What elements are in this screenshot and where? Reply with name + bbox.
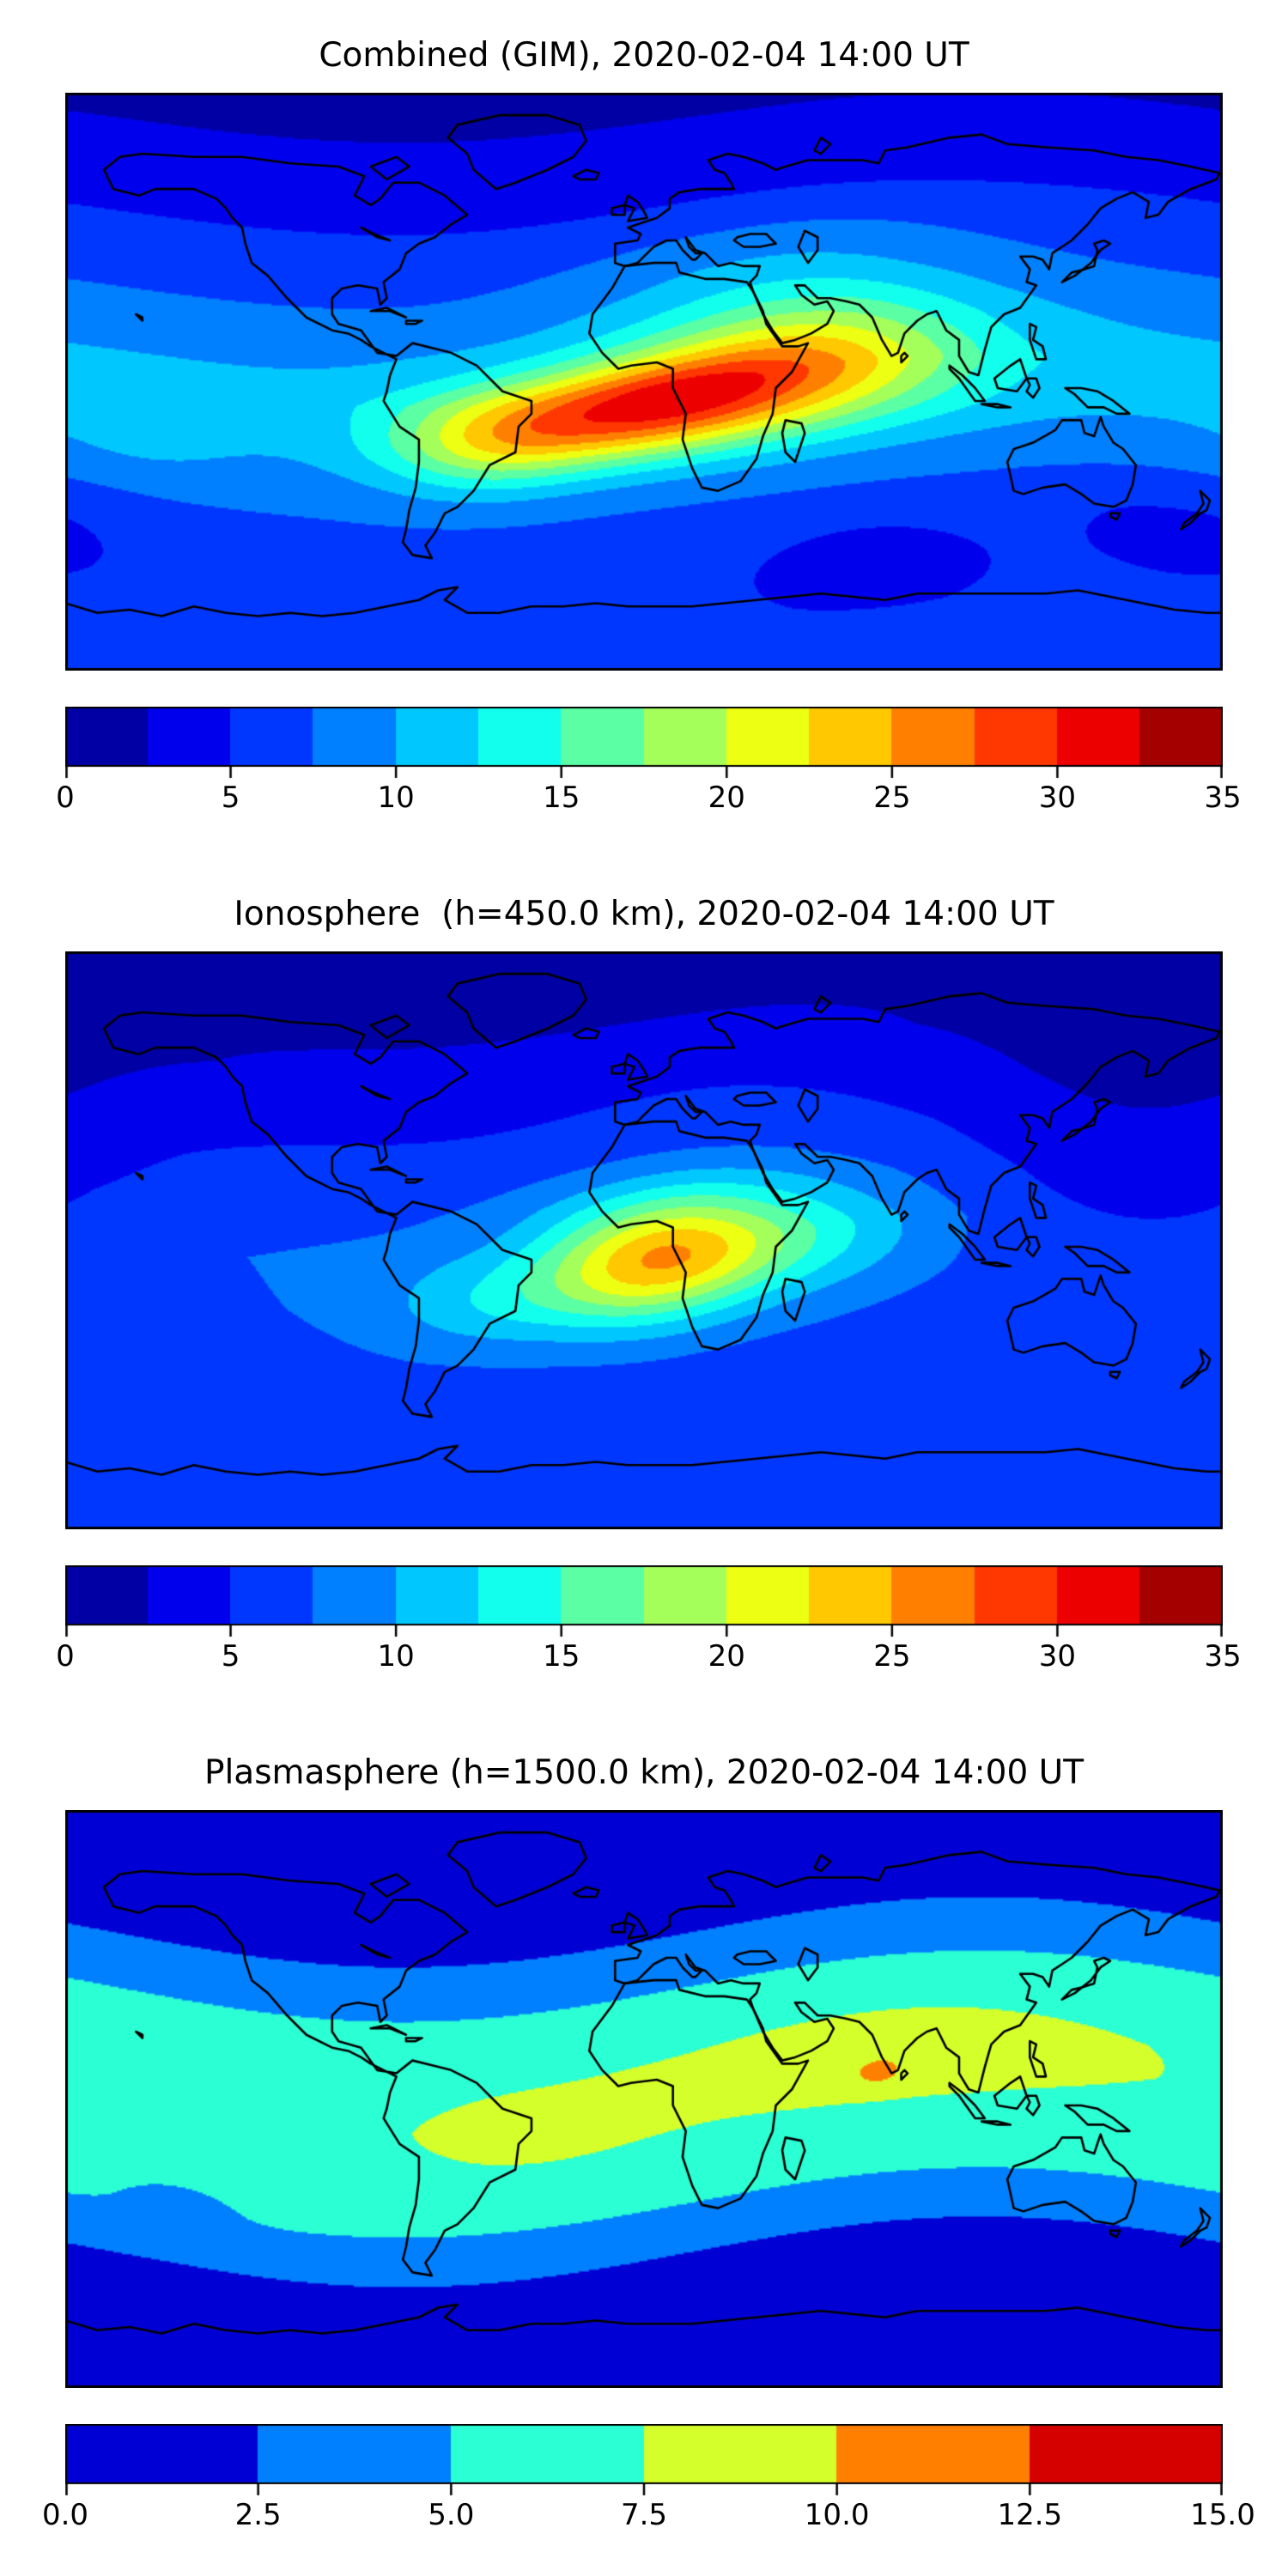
map-canvas-combined: [65, 93, 1223, 671]
colorbar-tick-label: 0.0: [41, 2498, 89, 2532]
colorbar-tick-label: 10.0: [804, 2498, 870, 2532]
colorbar-tick-label: 15: [543, 781, 580, 815]
colorbar-canvas-plasmasphere: [65, 2424, 1223, 2496]
colorbar-tick-label: 5: [221, 1639, 240, 1674]
colorbar-tick-label: 5: [221, 781, 240, 815]
colorbar-tick-label: 15: [543, 1639, 580, 1674]
colorbar-tick-label: 5.0: [428, 2498, 475, 2532]
map-combined: [65, 93, 1223, 671]
colorbar-tick-label: 0: [56, 781, 75, 815]
panel-title-ionosphere: Ionosphere (h=450.0 km), 2020-02-04 14:0…: [234, 895, 1054, 933]
colorbar-tick-label: 20: [708, 1639, 745, 1674]
map-canvas-ionosphere: [65, 951, 1223, 1529]
panel-combined-gim: Combined (GIM), 2020-02-04 14:00 UT 0 5 10…: [0, 0, 1288, 859]
panel-title-plasmasphere: Plasmasphere (h=1500.0 km), 2020-02-04 1…: [204, 1753, 1084, 1792]
colorbar-tick-label: 20: [708, 781, 745, 815]
map-ionosphere: [65, 951, 1223, 1529]
panel-plasmasphere: Plasmasphere (h=1500.0 km), 2020-02-04 1…: [0, 1717, 1288, 2576]
panel-ionosphere: Ionosphere (h=450.0 km), 2020-02-04 14:0…: [0, 859, 1288, 1717]
colorbar-tick-label: 15.0: [1190, 2498, 1255, 2532]
colorbar-tick-label: 12.5: [997, 2498, 1063, 2532]
colorbar-plasmasphere: [65, 2424, 1223, 2496]
panel-title-combined: Combined (GIM), 2020-02-04 14:00 UT: [319, 36, 969, 75]
colorbar-tick-label: 0: [56, 1639, 75, 1674]
colorbar-combined: [65, 707, 1223, 779]
colorbar-canvas-combined: [65, 707, 1223, 779]
colorbar-tick-label: 25: [873, 1639, 911, 1674]
colorbar-tick-label: 35: [1204, 781, 1242, 815]
colorbar-tick-label: 35: [1204, 1639, 1242, 1674]
colorbar-ticks-ionosphere: 0 5 10 15 20 25 30 35: [56, 1639, 1241, 1679]
colorbar-tick-label: 7.5: [620, 2498, 668, 2532]
map-canvas-plasmasphere: [65, 1810, 1223, 2388]
colorbar-ticks-combined: 0 5 10 15 20 25 30 35: [56, 781, 1241, 820]
colorbar-ionosphere: [65, 1565, 1223, 1637]
colorbar-canvas-ionosphere: [65, 1565, 1223, 1637]
colorbar-tick-label: 2.5: [234, 2498, 282, 2532]
colorbar-tick-label: 10: [377, 781, 415, 815]
colorbar-tick-label: 30: [1038, 1639, 1077, 1674]
colorbar-tick-label: 30: [1038, 781, 1077, 815]
colorbar-ticks-plasmasphere: 0.0 2.5 5.0 7.5 10.0 12.5 15.0: [42, 2498, 1255, 2537]
colorbar-tick-label: 10: [377, 1639, 415, 1674]
colorbar-tick-label: 25: [873, 781, 911, 815]
map-plasmasphere: [65, 1810, 1223, 2388]
